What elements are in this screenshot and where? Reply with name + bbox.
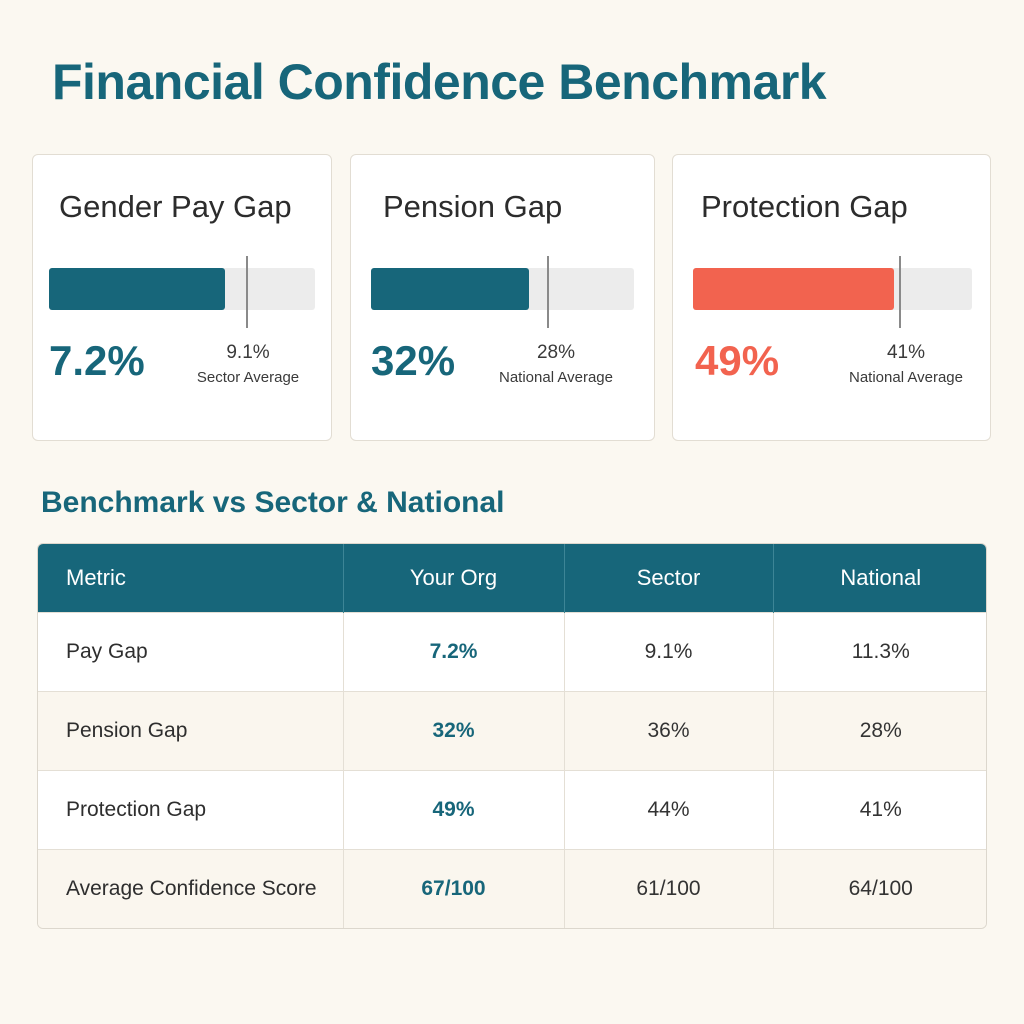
- reference-block: 41% National Average: [821, 341, 991, 389]
- table-row: Pay Gap 7.2% 9.1% 11.3%: [38, 612, 986, 692]
- progress-track: [693, 256, 972, 328]
- cell-sector: 61/100: [564, 849, 774, 928]
- table-row: Average Confidence Score 67/100 61/100 6…: [38, 849, 986, 928]
- cell-metric: Pay Gap: [38, 612, 344, 692]
- benchmark-table: Metric Your Org Sector National Pay Gap …: [37, 543, 987, 929]
- column-header-national: National: [773, 544, 986, 613]
- reference-marker: [245, 256, 248, 328]
- card-title: Gender Pay Gap: [59, 189, 292, 224]
- cell-metric: Protection Gap: [38, 770, 344, 850]
- metric-value: 49%: [695, 337, 780, 384]
- cell-national: 41%: [773, 770, 986, 850]
- reference-label: Sector Average: [196, 369, 300, 386]
- cell-your-org: 67/100: [343, 849, 565, 928]
- reference-value: 41%: [886, 342, 926, 363]
- reference-label: National Average: [849, 369, 963, 386]
- cell-sector: 36%: [564, 691, 774, 771]
- card-protection-gap: Protection Gap 49% 41% National Average: [672, 154, 991, 441]
- cell-metric: Pension Gap: [38, 691, 344, 771]
- table-row: Pension Gap 32% 36% 28%: [38, 691, 986, 771]
- table-header-row: Metric Your Org Sector National: [38, 544, 986, 613]
- progress-fill: [371, 268, 529, 310]
- progress-track: [371, 256, 634, 328]
- card-gender-pay-gap: Gender Pay Gap 7.2% 9.1% Sector Average: [32, 154, 332, 441]
- column-header-metric: Metric: [38, 544, 344, 613]
- reference-marker: [899, 256, 902, 328]
- section-title: Benchmark vs Sector & National: [41, 486, 505, 519]
- cell-national: 64/100: [773, 849, 986, 928]
- reference-block: 9.1% Sector Average: [163, 341, 333, 389]
- reference-marker: [547, 256, 550, 328]
- progress-track: [49, 256, 315, 328]
- reference-label: National Average: [499, 369, 613, 386]
- cell-national: 28%: [773, 691, 986, 771]
- cell-your-org: 49%: [343, 770, 565, 850]
- cell-national: 11.3%: [773, 612, 986, 692]
- card-title: Protection Gap: [701, 189, 908, 224]
- cell-your-org: 7.2%: [343, 612, 565, 692]
- reference-block: 28% National Average: [471, 341, 641, 389]
- cell-sector: 44%: [564, 770, 774, 850]
- table-row: Protection Gap 49% 44% 41%: [38, 770, 986, 850]
- metric-value: 7.2%: [49, 337, 145, 384]
- column-header-your-org: Your Org: [343, 544, 565, 613]
- cell-your-org: 32%: [343, 691, 565, 771]
- page-title: Financial Confidence Benchmark: [52, 54, 827, 110]
- cell-metric: Average Confidence Score: [38, 849, 344, 928]
- card-pension-gap: Pension Gap 32% 28% National Average: [350, 154, 655, 441]
- cell-sector: 9.1%: [564, 612, 774, 692]
- reference-value: 9.1%: [226, 342, 270, 363]
- reference-value: 28%: [536, 342, 576, 363]
- card-title: Pension Gap: [383, 189, 563, 224]
- metric-value: 32%: [371, 337, 456, 384]
- progress-fill: [49, 268, 225, 310]
- column-header-sector: Sector: [564, 544, 774, 613]
- progress-fill: [693, 268, 894, 310]
